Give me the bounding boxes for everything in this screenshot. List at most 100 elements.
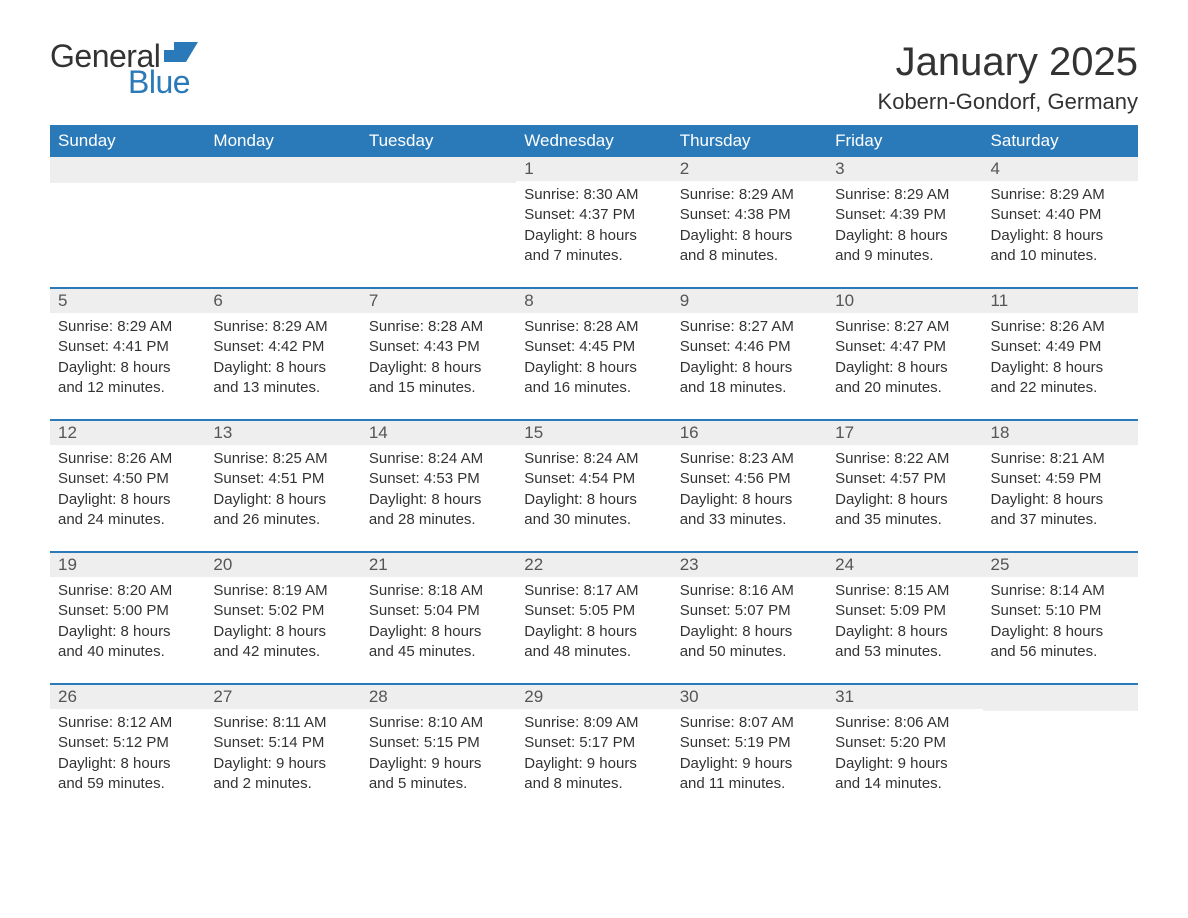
sunset-text: Sunset: 4:38 PM — [680, 205, 819, 225]
day-number: 20 — [205, 553, 360, 577]
day-data: Sunrise: 8:29 AMSunset: 4:41 PMDaylight:… — [50, 313, 205, 406]
day-number: 28 — [361, 685, 516, 709]
calendar-cell: 26Sunrise: 8:12 AMSunset: 5:12 PMDayligh… — [50, 684, 205, 815]
day-data: Sunrise: 8:29 AMSunset: 4:40 PMDaylight:… — [983, 181, 1138, 274]
sunset-text: Sunset: 4:39 PM — [835, 205, 974, 225]
daylight-line2: and 42 minutes. — [213, 642, 352, 662]
daylight-line2: and 8 minutes. — [524, 774, 663, 794]
sunset-text: Sunset: 4:43 PM — [369, 337, 508, 357]
sunrise-text: Sunrise: 8:12 AM — [58, 713, 197, 733]
calendar-cell: 15Sunrise: 8:24 AMSunset: 4:54 PMDayligh… — [516, 420, 671, 552]
calendar-cell — [50, 157, 205, 288]
daylight-line2: and 59 minutes. — [58, 774, 197, 794]
sunset-text: Sunset: 4:40 PM — [991, 205, 1130, 225]
day-number: 1 — [516, 157, 671, 181]
sunset-text: Sunset: 4:46 PM — [680, 337, 819, 357]
calendar-cell: 20Sunrise: 8:19 AMSunset: 5:02 PMDayligh… — [205, 552, 360, 684]
day-number: 8 — [516, 289, 671, 313]
sunrise-text: Sunrise: 8:07 AM — [680, 713, 819, 733]
daylight-line1: Daylight: 8 hours — [524, 490, 663, 510]
sunset-text: Sunset: 5:12 PM — [58, 733, 197, 753]
sunset-text: Sunset: 5:05 PM — [524, 601, 663, 621]
day-number: 15 — [516, 421, 671, 445]
day-number: 9 — [672, 289, 827, 313]
day-data: Sunrise: 8:15 AMSunset: 5:09 PMDaylight:… — [827, 577, 982, 670]
daylight-line1: Daylight: 8 hours — [58, 358, 197, 378]
calendar-cell: 3Sunrise: 8:29 AMSunset: 4:39 PMDaylight… — [827, 157, 982, 288]
calendar-cell: 2Sunrise: 8:29 AMSunset: 4:38 PMDaylight… — [672, 157, 827, 288]
daylight-line2: and 9 minutes. — [835, 246, 974, 266]
sunrise-text: Sunrise: 8:22 AM — [835, 449, 974, 469]
daylight-line1: Daylight: 8 hours — [835, 622, 974, 642]
sunrise-text: Sunrise: 8:15 AM — [835, 581, 974, 601]
calendar-cell: 29Sunrise: 8:09 AMSunset: 5:17 PMDayligh… — [516, 684, 671, 815]
calendar-cell: 24Sunrise: 8:15 AMSunset: 5:09 PMDayligh… — [827, 552, 982, 684]
daylight-line1: Daylight: 8 hours — [369, 358, 508, 378]
day-data: Sunrise: 8:20 AMSunset: 5:00 PMDaylight:… — [50, 577, 205, 670]
calendar-week: 26Sunrise: 8:12 AMSunset: 5:12 PMDayligh… — [50, 684, 1138, 815]
day-data: Sunrise: 8:11 AMSunset: 5:14 PMDaylight:… — [205, 709, 360, 802]
day-data: Sunrise: 8:24 AMSunset: 4:53 PMDaylight:… — [361, 445, 516, 538]
day-data: Sunrise: 8:17 AMSunset: 5:05 PMDaylight:… — [516, 577, 671, 670]
location: Kobern-Gondorf, Germany — [878, 89, 1138, 115]
calendar-cell: 1Sunrise: 8:30 AMSunset: 4:37 PMDaylight… — [516, 157, 671, 288]
sunrise-text: Sunrise: 8:17 AM — [524, 581, 663, 601]
sunset-text: Sunset: 4:49 PM — [991, 337, 1130, 357]
daylight-line2: and 12 minutes. — [58, 378, 197, 398]
daylight-line1: Daylight: 8 hours — [835, 490, 974, 510]
day-number: 4 — [983, 157, 1138, 181]
daylight-line2: and 40 minutes. — [58, 642, 197, 662]
sunset-text: Sunset: 4:45 PM — [524, 337, 663, 357]
daylight-line1: Daylight: 8 hours — [524, 226, 663, 246]
daylight-line2: and 53 minutes. — [835, 642, 974, 662]
daylight-line2: and 2 minutes. — [213, 774, 352, 794]
sunrise-text: Sunrise: 8:29 AM — [991, 185, 1130, 205]
sunrise-text: Sunrise: 8:19 AM — [213, 581, 352, 601]
daylight-line1: Daylight: 8 hours — [991, 622, 1130, 642]
daylight-line1: Daylight: 8 hours — [680, 622, 819, 642]
sunset-text: Sunset: 4:53 PM — [369, 469, 508, 489]
daylight-line1: Daylight: 8 hours — [213, 622, 352, 642]
weekday-header: Friday — [827, 125, 982, 157]
sunrise-text: Sunrise: 8:21 AM — [991, 449, 1130, 469]
daylight-line2: and 56 minutes. — [991, 642, 1130, 662]
daylight-line1: Daylight: 9 hours — [524, 754, 663, 774]
daylight-line1: Daylight: 8 hours — [991, 226, 1130, 246]
calendar-cell: 17Sunrise: 8:22 AMSunset: 4:57 PMDayligh… — [827, 420, 982, 552]
brand-name-part2: Blue — [128, 66, 198, 98]
month-title: January 2025 — [878, 40, 1138, 85]
sunrise-text: Sunrise: 8:14 AM — [991, 581, 1130, 601]
sunrise-text: Sunrise: 8:27 AM — [835, 317, 974, 337]
weekday-header: Monday — [205, 125, 360, 157]
calendar-cell: 28Sunrise: 8:10 AMSunset: 5:15 PMDayligh… — [361, 684, 516, 815]
daylight-line2: and 16 minutes. — [524, 378, 663, 398]
day-number-empty — [983, 685, 1138, 711]
daylight-line1: Daylight: 8 hours — [369, 490, 508, 510]
day-number: 29 — [516, 685, 671, 709]
weekday-header: Sunday — [50, 125, 205, 157]
day-data: Sunrise: 8:28 AMSunset: 4:43 PMDaylight:… — [361, 313, 516, 406]
day-number: 10 — [827, 289, 982, 313]
calendar-cell: 10Sunrise: 8:27 AMSunset: 4:47 PMDayligh… — [827, 288, 982, 420]
sunset-text: Sunset: 5:20 PM — [835, 733, 974, 753]
weekday-header-row: SundayMondayTuesdayWednesdayThursdayFrid… — [50, 125, 1138, 157]
title-block: January 2025 Kobern-Gondorf, Germany — [878, 40, 1138, 115]
day-data: Sunrise: 8:06 AMSunset: 5:20 PMDaylight:… — [827, 709, 982, 802]
day-number: 19 — [50, 553, 205, 577]
day-number-empty — [205, 157, 360, 183]
sunset-text: Sunset: 5:07 PM — [680, 601, 819, 621]
sunrise-text: Sunrise: 8:29 AM — [58, 317, 197, 337]
calendar-cell: 12Sunrise: 8:26 AMSunset: 4:50 PMDayligh… — [50, 420, 205, 552]
day-data: Sunrise: 8:21 AMSunset: 4:59 PMDaylight:… — [983, 445, 1138, 538]
daylight-line1: Daylight: 8 hours — [58, 754, 197, 774]
sunset-text: Sunset: 4:37 PM — [524, 205, 663, 225]
sunset-text: Sunset: 4:42 PM — [213, 337, 352, 357]
daylight-line2: and 33 minutes. — [680, 510, 819, 530]
daylight-line1: Daylight: 9 hours — [213, 754, 352, 774]
daylight-line1: Daylight: 9 hours — [369, 754, 508, 774]
flag-icon — [164, 42, 198, 66]
daylight-line1: Daylight: 8 hours — [680, 358, 819, 378]
daylight-line2: and 37 minutes. — [991, 510, 1130, 530]
sunrise-text: Sunrise: 8:29 AM — [213, 317, 352, 337]
calendar-cell: 8Sunrise: 8:28 AMSunset: 4:45 PMDaylight… — [516, 288, 671, 420]
